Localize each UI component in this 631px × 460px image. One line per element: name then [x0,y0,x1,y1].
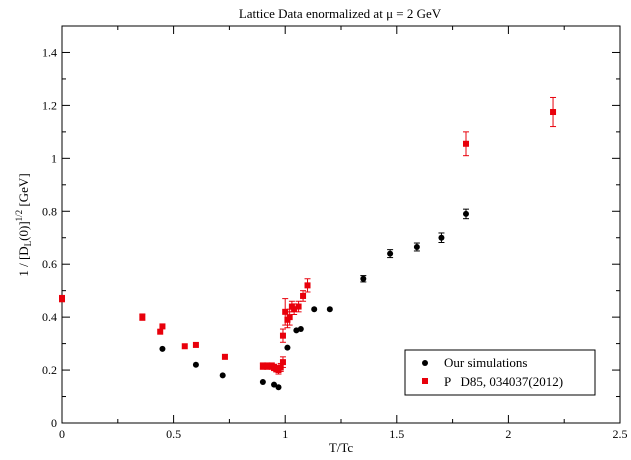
marker-square [192,341,199,348]
data-point [311,306,318,313]
marker-circle [284,344,291,351]
marker-circle [360,275,367,282]
marker-circle [192,361,199,368]
data-point [295,300,302,313]
legend-marker-our-simulations [422,360,428,366]
marker-square [279,332,286,339]
y-axis-label: 1 / [DL(0)]1/2 [GeV] [14,173,33,276]
marker-circle [219,372,226,379]
series-layer [59,96,557,391]
data-point [300,290,307,302]
marker-circle [275,384,282,391]
x-tick-label: 2.5 [613,427,628,441]
data-point [192,341,199,348]
data-point [157,328,164,335]
data-point [462,131,469,157]
data-point [360,275,367,283]
marker-square [264,363,271,370]
x-tick-label: 2 [505,427,511,441]
data-point [219,372,226,379]
data-point [284,344,291,351]
marker-circle [326,306,333,313]
data-point [326,306,333,313]
marker-circle [259,378,266,385]
y-axis-label-text: (0)] [16,221,31,241]
x-axis-label: T/Tc [329,440,354,455]
x-tick-label: 0 [59,427,65,441]
marker-circle [271,381,278,388]
data-point [275,384,282,391]
legend: Our simulations P D85, 034037(2012) [404,349,596,396]
marker-circle [159,345,166,352]
x-tick-label: 0.5 [166,427,181,441]
marker-square [259,363,266,370]
data-point [279,328,286,343]
data-point [297,326,304,333]
marker-square [181,343,188,350]
marker-circle [387,250,394,257]
series-our-simulations [159,208,469,391]
y-tick-label: 0.2 [42,363,57,377]
y-tick-label: 0.8 [42,204,57,218]
marker-square [221,353,228,360]
data-point [139,313,146,321]
marker-square [286,314,293,321]
data-point [271,381,278,388]
y-tick-label: 0.6 [42,257,57,271]
marker-square [279,359,286,366]
marker-square [139,314,146,321]
marker-square [159,323,166,330]
data-point [550,96,557,128]
y-tick-label: 1.4 [42,45,57,59]
marker-square [462,140,469,147]
data-point [159,345,166,352]
data-point [159,323,166,330]
data-point [387,249,394,259]
y-axis-label-text: 1 / [D [16,246,31,276]
y-axis-label-superscript: 1/2 [14,210,24,222]
x-tick-label: 1 [282,427,288,441]
data-point [438,232,445,243]
data-point [413,242,420,252]
x-axis: 0 0.5 1 1.5 2 2.5 [59,26,628,441]
marker-circle [462,210,469,217]
data-point [59,294,65,303]
y-axis-label-unit: [GeV] [16,173,31,209]
marker-circle [413,243,420,250]
y-tick-label: 1.2 [42,98,57,112]
marker-square [300,292,307,299]
data-point [192,361,199,368]
x-tick-label: 1.5 [389,427,404,441]
data-point [462,208,469,220]
marker-square [550,109,557,116]
legend-label-our-simulations: Our simulations [444,355,527,370]
data-point [181,343,188,350]
series-reference [59,96,557,375]
data-point [221,353,228,360]
marker-square [157,328,164,335]
marker-square [295,303,302,310]
legend-box [404,349,596,396]
data-point [259,378,266,385]
marker-circle [438,234,445,241]
data-point [304,278,311,293]
y-tick-label: 0 [51,416,57,430]
marker-square [291,306,298,313]
y-tick-label: 1 [51,151,57,165]
marker-circle [297,326,304,333]
marker-circle [311,306,318,313]
data-point [279,356,286,368]
marker-square [304,282,311,289]
legend-label-reference: P D85, 034037(2012) [444,374,563,389]
y-axis-label-subscript: L [23,241,33,247]
chart-title: Lattice Data enormalized at μ = 2 GeV [239,6,442,21]
marker-square [59,295,65,302]
y-axis: 0 0.2 0.4 0.6 0.8 1 1.2 1.4 [42,45,620,430]
legend-marker-reference [422,378,428,384]
y-tick-label: 0.4 [42,310,57,324]
